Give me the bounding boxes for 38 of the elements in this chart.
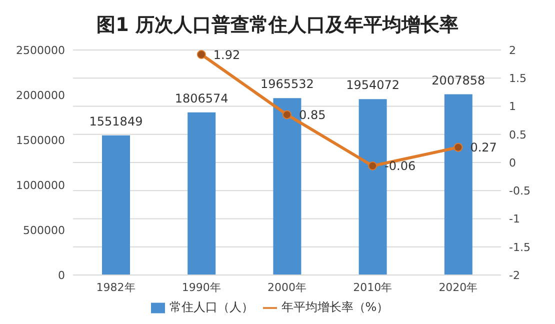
x-tick-label: 1990年 [182, 280, 221, 294]
point [196, 50, 206, 59]
x-tick-label: 2020年 [438, 280, 478, 294]
y-tick-label: 2500000 [16, 44, 65, 57]
y2-tick-label: -0.5 [509, 184, 530, 198]
chart-title: 图1 历次人口普查常住人口及年平均增长率 [96, 13, 460, 38]
y2-tick-label: 0.5 [509, 128, 526, 142]
bar [444, 94, 472, 275]
data-label: 1551849 [89, 114, 143, 128]
data-label: 2007858 [432, 73, 486, 88]
point [454, 142, 463, 152]
bar [273, 98, 302, 275]
y-tick-label: 1500000 [16, 134, 65, 147]
x-tick-label: 2010年 [353, 280, 392, 294]
data-label: 1965532 [260, 77, 314, 92]
y2-tick-label: -1.5 [509, 240, 530, 254]
y2-tick-label: 0 [509, 156, 516, 170]
y-tick-label: 0 [58, 268, 65, 282]
bar [102, 135, 130, 275]
data-label: 1806574 [174, 91, 228, 106]
data-label: 1.92 [213, 48, 240, 62]
y2-tick-label: 1 [509, 100, 516, 114]
bar [358, 99, 387, 275]
y2-tick-label: -1 [509, 212, 520, 226]
point [368, 161, 378, 170]
y-tick-label: 2000000 [16, 88, 65, 102]
y-tick-label: 500000 [23, 224, 65, 237]
bar [188, 112, 216, 275]
y-tick-label: 1000000 [16, 178, 65, 192]
x-tick-label: 1982年 [96, 280, 136, 294]
point [282, 110, 292, 120]
y2-tick-label: 1.5 [509, 72, 526, 86]
y2-tick-label: -2 [509, 268, 520, 282]
data-label: 1954072 [346, 78, 400, 92]
y2-tick-label: 2 [509, 44, 516, 57]
legend-label: 常住人口（人） [169, 300, 254, 314]
x-tick-label: 2000年 [268, 280, 306, 294]
legend-label: 年平均增长率（%） [281, 300, 389, 314]
